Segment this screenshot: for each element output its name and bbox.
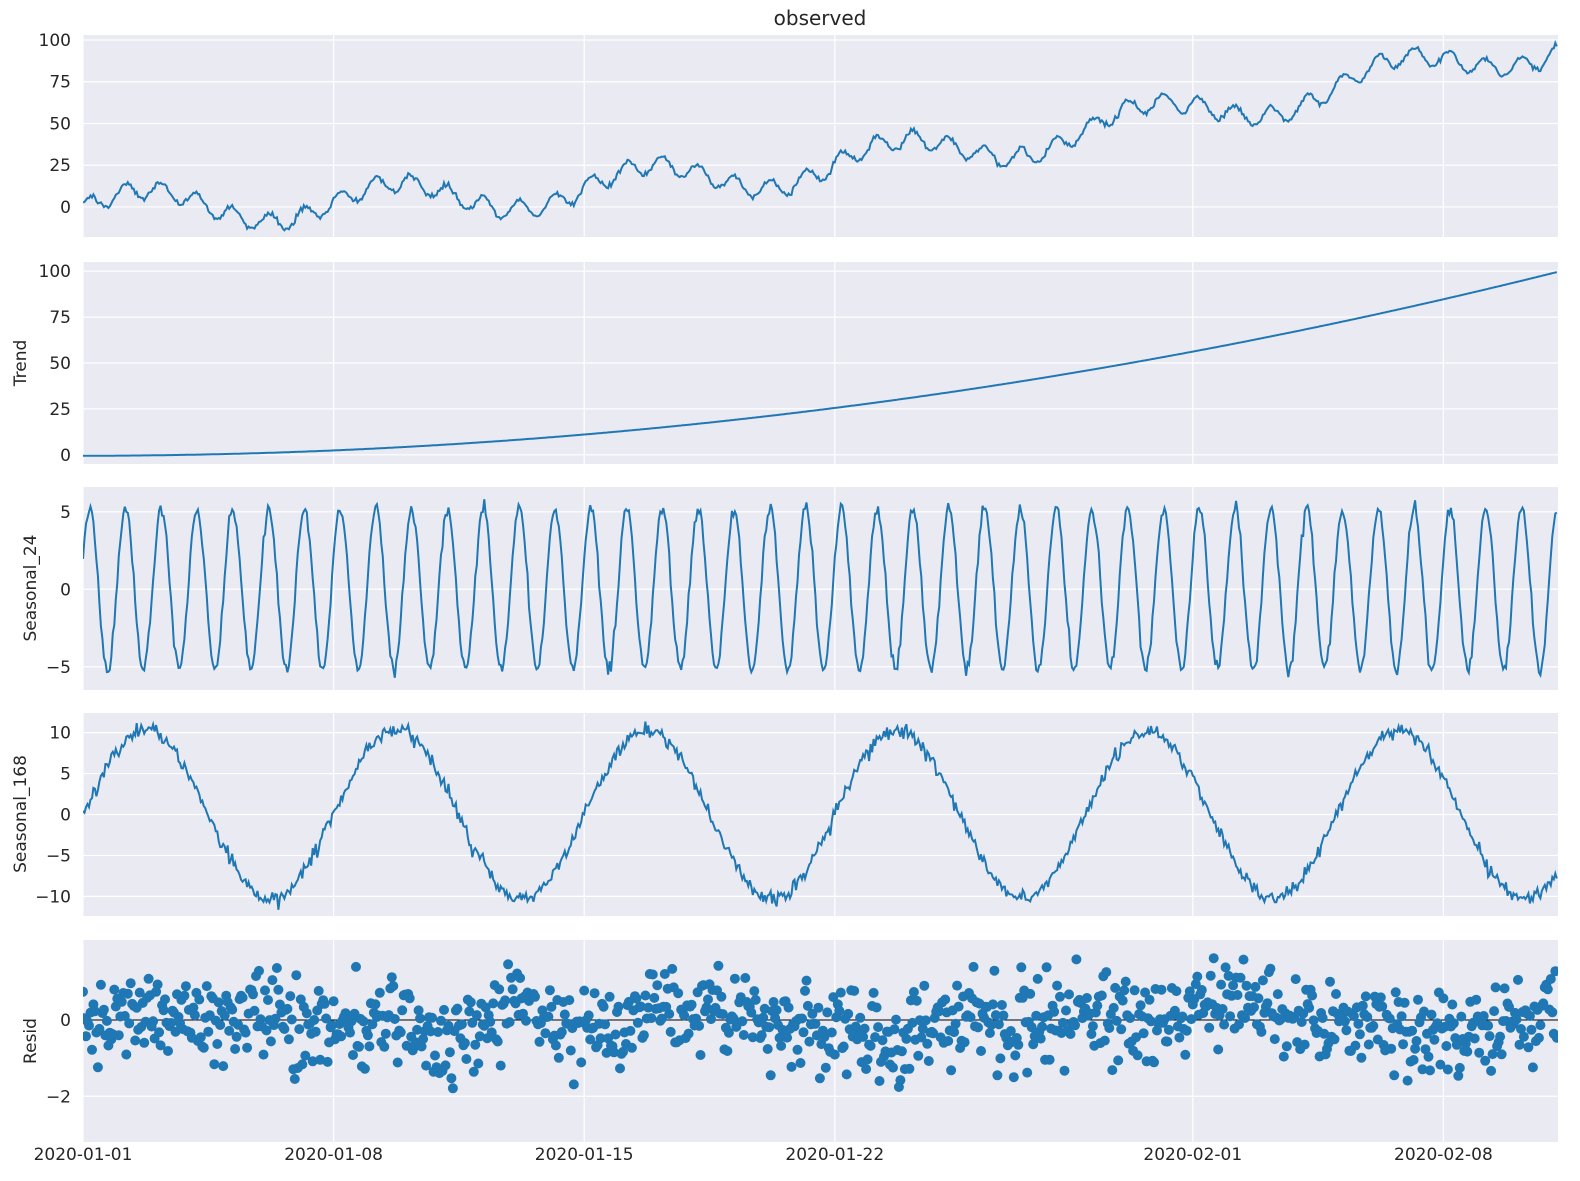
x-axis-ticks: 2020-01-01 2020-01-08 2020-01-15 2020-01-22… bbox=[34, 1145, 1493, 1165]
y-tick-label: −5 bbox=[46, 846, 71, 866]
ylabel-seasonal-24: Seasonal_24 bbox=[21, 535, 41, 642]
seasonal_24-line bbox=[83, 499, 1558, 679]
x-tick-label: 2020-02-01 bbox=[1143, 1145, 1242, 1165]
y-tick-label: 10 bbox=[49, 724, 71, 744]
y-tick-label: 75 bbox=[49, 308, 71, 328]
y-tick-label: 5 bbox=[60, 765, 71, 785]
y-tick-label: 75 bbox=[49, 73, 71, 93]
x-tick-label: 2020-01-15 bbox=[535, 1145, 634, 1165]
y-tick-label: 50 bbox=[49, 354, 71, 374]
panel-resid: −2 0 bbox=[46, 940, 1558, 1142]
panel-seasonal-168: −10 −5 0 5 10 bbox=[35, 713, 1558, 916]
y-tick-label: 0 bbox=[60, 1011, 71, 1031]
panel-seasonal-24: −5 0 5 bbox=[46, 487, 1558, 690]
y-tick-label: 0 bbox=[60, 198, 71, 218]
trend-line bbox=[83, 271, 1558, 457]
y-tick-label: 0 bbox=[60, 446, 71, 466]
ylabel-seasonal-168: Seasonal_168 bbox=[11, 755, 31, 873]
panel-trend: 0 25 50 75 100 bbox=[39, 262, 1558, 466]
y-tick-label: 50 bbox=[49, 114, 71, 134]
resid-points bbox=[83, 953, 1558, 1094]
ylabel-resid: Resid bbox=[21, 1018, 41, 1064]
observed-line bbox=[83, 39, 1558, 232]
y-tick-label: 25 bbox=[49, 400, 71, 420]
x-tick-label: 2020-01-08 bbox=[284, 1145, 383, 1165]
y-tick-label: −2 bbox=[46, 1087, 71, 1107]
ylabel-trend: Trend bbox=[11, 340, 31, 388]
panel-observed: 0 25 50 75 100 bbox=[39, 31, 1558, 237]
y-tick-label: 25 bbox=[49, 156, 71, 176]
seasonal_168-line bbox=[83, 720, 1558, 910]
x-tick-label: 2020-01-01 bbox=[34, 1145, 133, 1165]
y-tick-label: 100 bbox=[39, 262, 71, 282]
figure-title: observed bbox=[774, 6, 867, 30]
y-tick-label: −5 bbox=[46, 658, 71, 678]
y-tick-label: 100 bbox=[39, 31, 71, 51]
y-tick-label: 0 bbox=[60, 580, 71, 600]
x-tick-label: 2020-01-22 bbox=[785, 1145, 884, 1165]
y-tick-label: 5 bbox=[60, 503, 71, 523]
axes-background bbox=[83, 35, 1558, 237]
y-tick-label: 0 bbox=[60, 806, 71, 826]
x-tick-label: 2020-02-08 bbox=[1394, 1145, 1493, 1165]
y-tick-label: −10 bbox=[35, 887, 71, 907]
